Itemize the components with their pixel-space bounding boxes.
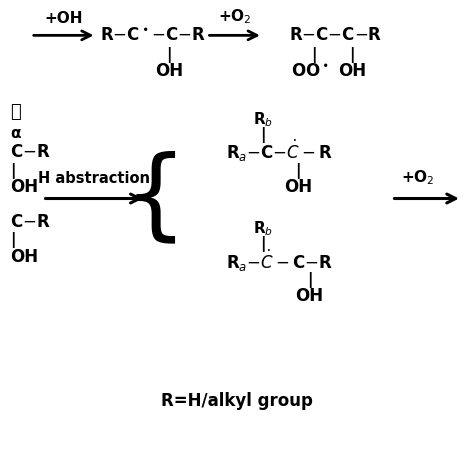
- Text: C$-$R: C$-$R: [10, 143, 50, 161]
- Text: |: |: [307, 272, 312, 288]
- Text: R=H/alkyl group: R=H/alkyl group: [161, 392, 313, 410]
- Text: R$-$C$-$C$-$R: R$-$C$-$C$-$R: [289, 27, 382, 45]
- Text: ⓘ: ⓘ: [10, 103, 20, 121]
- Text: |: |: [349, 47, 355, 64]
- Text: |: |: [260, 236, 265, 252]
- Text: OH: OH: [10, 248, 38, 266]
- Text: |: |: [166, 47, 172, 64]
- Text: OH: OH: [284, 178, 312, 196]
- Text: OH: OH: [155, 62, 183, 80]
- Text: α: α: [10, 126, 20, 141]
- Text: R$_a$$-\dot{C}-$C$-$R: R$_a$$-\dot{C}-$C$-$R: [226, 247, 333, 273]
- Text: {: {: [123, 150, 187, 247]
- Text: OH: OH: [10, 178, 38, 196]
- Text: +O$_2$: +O$_2$: [218, 7, 251, 26]
- Text: R$_a$$-$C$-\dot{C}-$R: R$_a$$-$C$-\dot{C}-$R: [226, 137, 333, 164]
- Text: R$-$C$^\bullet$$-$C$-$R: R$-$C$^\bullet$$-$C$-$R: [100, 27, 206, 45]
- Text: |: |: [10, 232, 16, 248]
- Text: R$_b$: R$_b$: [253, 110, 273, 128]
- Text: +O$_2$: +O$_2$: [401, 168, 434, 187]
- Text: C$-$R: C$-$R: [10, 213, 50, 231]
- Text: |: |: [295, 163, 301, 179]
- Text: |: |: [260, 127, 265, 143]
- Text: |: |: [10, 163, 16, 179]
- Text: H abstraction: H abstraction: [38, 171, 150, 186]
- Text: OH: OH: [296, 287, 324, 305]
- Text: R$_b$: R$_b$: [253, 219, 273, 238]
- Text: OH: OH: [337, 62, 366, 80]
- Text: |: |: [311, 47, 317, 64]
- Text: +OH: +OH: [45, 11, 83, 26]
- Text: OO$^\bullet$: OO$^\bullet$: [291, 62, 328, 80]
